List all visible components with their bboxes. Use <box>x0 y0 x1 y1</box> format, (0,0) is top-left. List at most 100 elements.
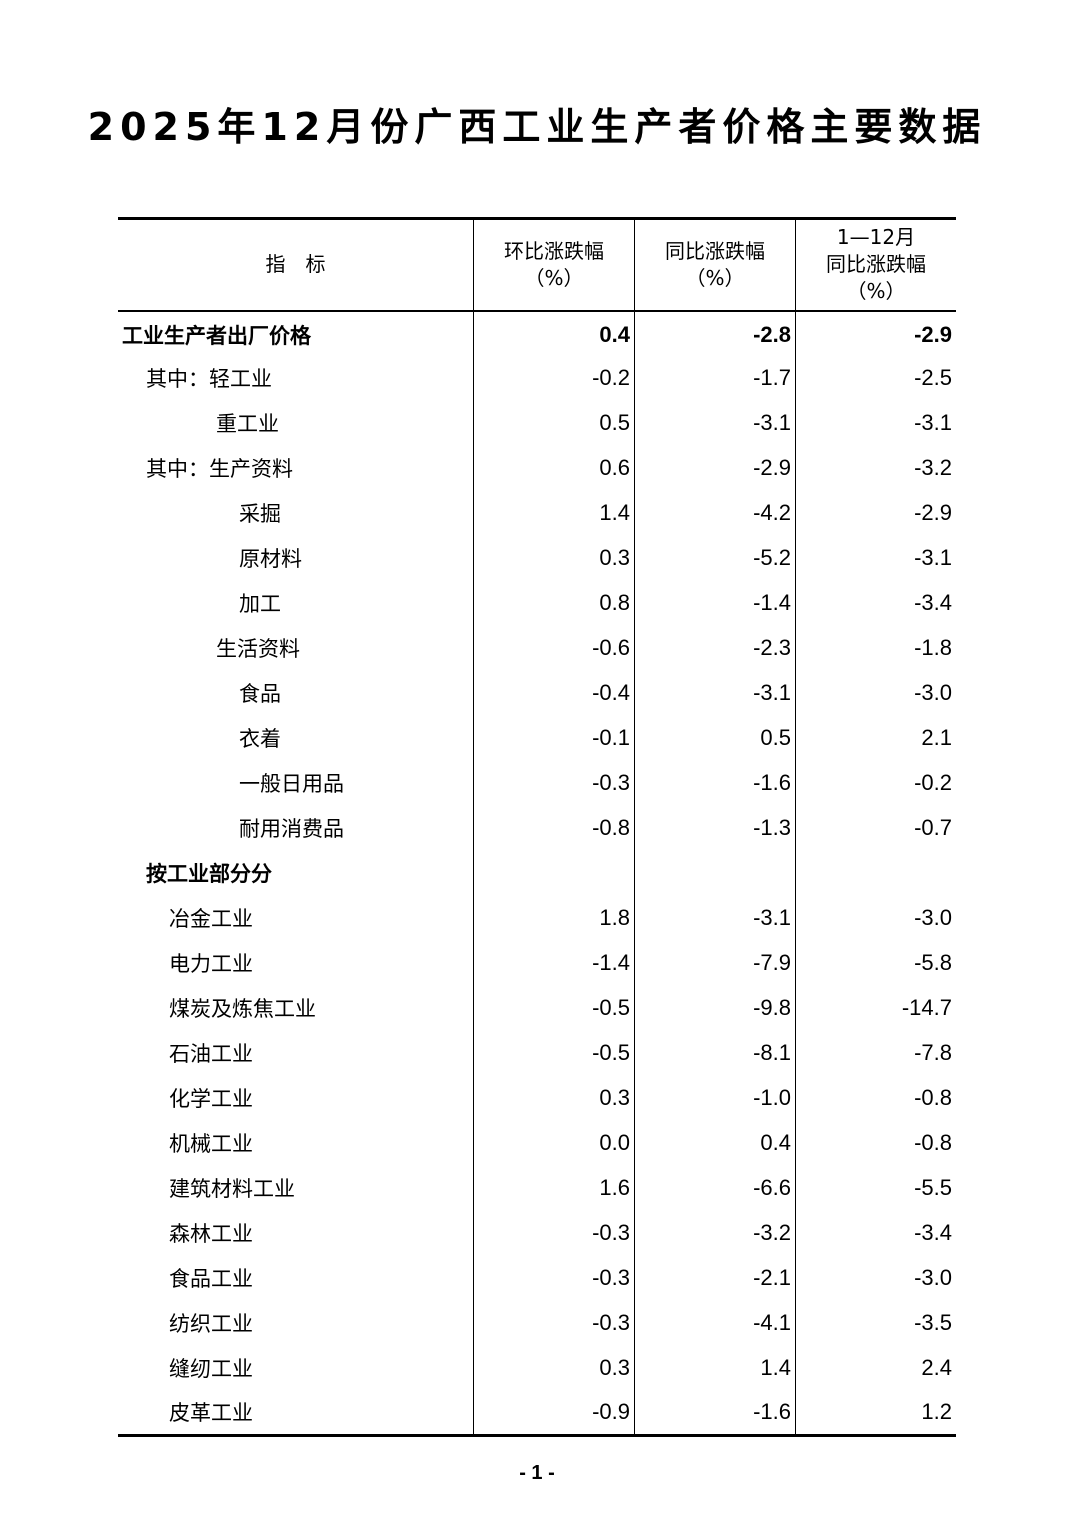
mom-value: -0.5 <box>473 985 635 1031</box>
ytd-value: 2.1 <box>795 715 956 761</box>
yoy-value: -2.9 <box>634 445 796 491</box>
table-row: 缝纫工业 0.3 1.4 2.4 <box>118 1345 956 1391</box>
table-row: 加工 0.8 -1.4 -3.4 <box>118 580 956 626</box>
table-row: 生活资料 -0.6 -2.3 -1.8 <box>118 625 956 671</box>
ytd-value: -2.5 <box>795 355 956 401</box>
row-label: 机械工业 <box>169 1132 253 1156</box>
ytd-value: -0.8 <box>795 1075 956 1121</box>
document-title: 2025年12月份广西工业生产者价格主要数据 <box>87 105 987 149</box>
ytd-value: 2.4 <box>795 1345 956 1391</box>
table-row: 煤炭及炼焦工业 -0.5 -9.8 -14.7 <box>118 985 956 1031</box>
ytd-value: -3.1 <box>795 400 956 446</box>
row-label: 皮革工业 <box>118 1390 474 1437</box>
ytd-value <box>795 850 956 896</box>
header-yoy: 同比涨跌幅 （%） <box>634 217 796 312</box>
mom-value: 1.6 <box>473 1165 635 1211</box>
mom-value: 0.6 <box>473 445 635 491</box>
header-mom-label: 环比涨跌幅 <box>504 238 604 263</box>
yoy-value: -8.1 <box>634 1030 796 1076</box>
header-ytd-label: 同比涨跌幅 <box>826 252 926 277</box>
ytd-value: -2.9 <box>795 310 956 356</box>
mom-value: -0.4 <box>473 670 635 716</box>
yoy-value: -1.7 <box>634 355 796 401</box>
yoy-value: -1.0 <box>634 1075 796 1121</box>
yoy-value: 1.4 <box>634 1345 796 1391</box>
mom-value: 0.0 <box>473 1120 635 1166</box>
row-label: 冶金工业 <box>169 907 253 931</box>
table-row: 其中：生产资料 0.6 -2.9 -3.2 <box>118 445 956 491</box>
yoy-value: 0.5 <box>634 715 796 761</box>
row-label: 衣着 <box>239 727 281 751</box>
table-row: 按工业部分分 <box>118 850 956 896</box>
yoy-value: -7.9 <box>634 940 796 986</box>
mom-value: 0.8 <box>473 580 635 626</box>
ytd-value: -3.1 <box>795 535 956 581</box>
row-label: 工业生产者出厂价格 <box>122 323 311 348</box>
mom-value: 0.3 <box>473 535 635 581</box>
header-yoy-label: 同比涨跌幅 <box>665 238 765 263</box>
header-mom: 环比涨跌幅 （%） <box>473 217 635 312</box>
row-label: 化学工业 <box>169 1087 253 1111</box>
ytd-value: -1.8 <box>795 625 956 671</box>
table-row: 食品 -0.4 -3.1 -3.0 <box>118 670 956 716</box>
price-data-table: 指 标 环比涨跌幅 （%） 同比涨跌幅 （%） 1—12月 同比涨跌幅 （%） 工业生产… <box>118 217 956 1437</box>
ytd-value: -5.5 <box>795 1165 956 1211</box>
header-mom-unit: （%） <box>524 265 584 290</box>
row-label: 森林工业 <box>169 1222 253 1246</box>
row-label: 煤炭及炼焦工业 <box>169 997 316 1021</box>
header-ytd-unit: （%） <box>846 279 906 304</box>
row-label: 重工业 <box>216 412 279 436</box>
yoy-value: -1.6 <box>634 1390 796 1437</box>
table-row: 森林工业 -0.3 -3.2 -3.4 <box>118 1210 956 1256</box>
row-label: 采掘 <box>239 502 281 526</box>
mom-value: 0.4 <box>473 310 635 356</box>
table-row: 衣着 -0.1 0.5 2.1 <box>118 715 956 761</box>
mom-value: -0.5 <box>473 1030 635 1076</box>
row-label: 生活资料 <box>216 637 300 661</box>
mom-value: -1.4 <box>473 940 635 986</box>
table-row: 化学工业 0.3 -1.0 -0.8 <box>118 1075 956 1121</box>
table-row: 一般日用品 -0.3 -1.6 -0.2 <box>118 760 956 806</box>
row-label: 纺织工业 <box>169 1312 253 1336</box>
yoy-value: -1.3 <box>634 805 796 851</box>
table-row: 其中：轻工业 -0.2 -1.7 -2.5 <box>118 355 956 401</box>
yoy-value: 0.4 <box>634 1120 796 1166</box>
yoy-value: -4.1 <box>634 1300 796 1346</box>
ytd-value: -0.8 <box>795 1120 956 1166</box>
yoy-value: -2.3 <box>634 625 796 671</box>
yoy-value: -1.4 <box>634 580 796 626</box>
ytd-value: -3.4 <box>795 580 956 626</box>
table-row: 石油工业 -0.5 -8.1 -7.8 <box>118 1030 956 1076</box>
yoy-value: -3.1 <box>634 400 796 446</box>
row-label: 建筑材料工业 <box>169 1177 295 1201</box>
yoy-value: -3.1 <box>634 895 796 941</box>
row-label: 其中：生产资料 <box>146 457 293 481</box>
mom-value: 1.4 <box>473 490 635 536</box>
yoy-value: -3.2 <box>634 1210 796 1256</box>
ytd-value: -3.0 <box>795 1255 956 1301</box>
table-row: 皮革工业 -0.9 -1.6 1.2 <box>118 1390 956 1437</box>
row-label: 其中：轻工业 <box>146 367 272 391</box>
row-label: 原材料 <box>239 547 302 571</box>
header-ytd-period: 1—12月 <box>836 225 916 250</box>
table-row: 原材料 0.3 -5.2 -3.1 <box>118 535 956 581</box>
row-label: 加工 <box>239 592 281 616</box>
header-indicator: 指 标 <box>118 217 474 312</box>
ytd-value: -3.2 <box>795 445 956 491</box>
table-row: 食品工业 -0.3 -2.1 -3.0 <box>118 1255 956 1301</box>
mom-value: -0.8 <box>473 805 635 851</box>
yoy-value: -3.1 <box>634 670 796 716</box>
header-ytd: 1—12月 同比涨跌幅 （%） <box>795 217 956 312</box>
table-row: 电力工业 -1.4 -7.9 -5.8 <box>118 940 956 986</box>
yoy-value: -6.6 <box>634 1165 796 1211</box>
row-label: 电力工业 <box>169 952 253 976</box>
mom-value: -0.3 <box>473 1255 635 1301</box>
yoy-value: -2.1 <box>634 1255 796 1301</box>
row-label: 石油工业 <box>169 1042 253 1066</box>
mom-value: 0.3 <box>473 1075 635 1121</box>
ytd-value: -3.0 <box>795 670 956 716</box>
table-row: 建筑材料工业 1.6 -6.6 -5.5 <box>118 1165 956 1211</box>
ytd-value: -7.8 <box>795 1030 956 1076</box>
yoy-value: -9.8 <box>634 985 796 1031</box>
mom-value: 0.5 <box>473 400 635 446</box>
